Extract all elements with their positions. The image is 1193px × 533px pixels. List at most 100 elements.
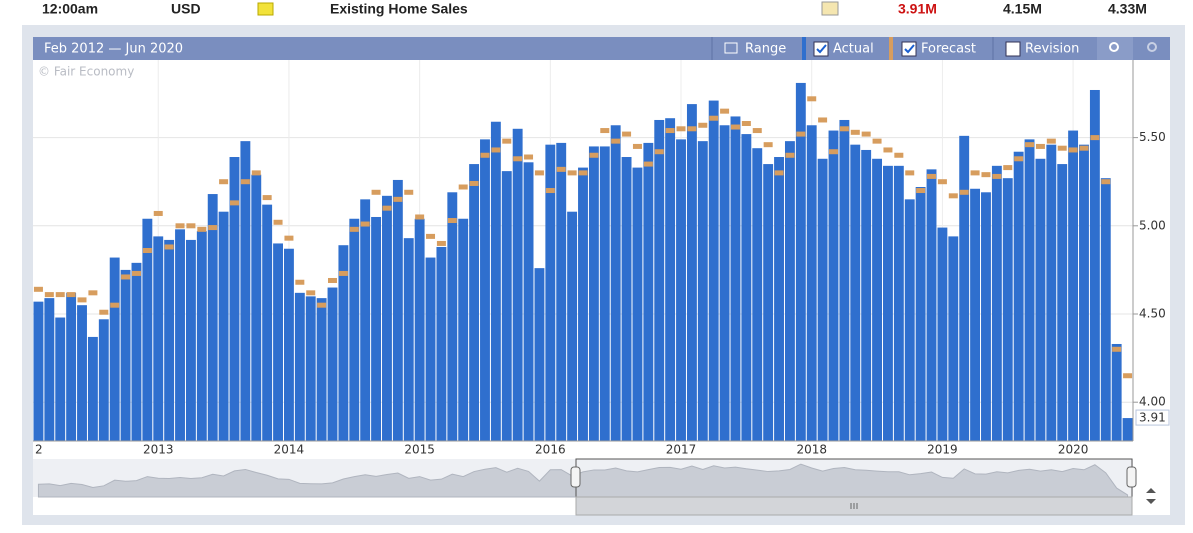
forecast-mark xyxy=(88,290,98,296)
bar xyxy=(893,165,904,442)
forecast-mark xyxy=(219,179,229,185)
bar xyxy=(109,257,120,441)
forecast-swatch xyxy=(889,37,893,60)
bar xyxy=(719,125,730,441)
x-tick-label: 2020 xyxy=(1058,443,1089,457)
bar xyxy=(1046,144,1057,441)
bar xyxy=(480,139,490,441)
forecast-checkbox[interactable] xyxy=(901,41,917,57)
bar xyxy=(534,268,545,441)
forecast-mark xyxy=(1068,147,1078,153)
forecast-mark xyxy=(229,200,239,206)
forecast-mark xyxy=(1123,373,1133,379)
forecast-mark xyxy=(131,270,141,276)
bar xyxy=(447,192,458,441)
revision-toggle[interactable]: Revision xyxy=(1025,42,1079,57)
y-tick-label: 4.00 xyxy=(1139,395,1166,409)
forecast-mark xyxy=(284,235,294,241)
bar xyxy=(66,292,77,441)
range-label: Feb 2012 — Jun 2020 xyxy=(44,42,183,57)
bar xyxy=(316,298,327,441)
bar xyxy=(501,171,512,441)
bar xyxy=(697,141,708,441)
forecast-mark xyxy=(1112,346,1122,352)
bar xyxy=(643,142,654,441)
bar xyxy=(599,146,610,442)
forecast-mark xyxy=(121,274,131,280)
check-mark xyxy=(816,44,827,54)
zoom-icon xyxy=(1109,42,1119,52)
nav-handle-left[interactable] xyxy=(570,466,581,488)
bar xyxy=(360,199,371,441)
forecast-mark xyxy=(469,180,479,186)
forecast-mark xyxy=(567,170,577,176)
bar xyxy=(403,238,414,441)
bar xyxy=(371,216,382,441)
forecast-mark xyxy=(371,189,381,195)
bar xyxy=(752,148,763,441)
forecast-mark xyxy=(709,115,719,121)
bar xyxy=(839,119,850,441)
bar xyxy=(131,262,142,441)
event-title[interactable]: Existing Home Sales xyxy=(330,1,468,17)
nav-handle-right[interactable] xyxy=(1126,466,1137,488)
forecast-mark xyxy=(77,297,87,303)
last-value-tag xyxy=(1135,409,1170,426)
zoom-out-icon[interactable] xyxy=(1147,42,1157,52)
forecast-mark xyxy=(524,154,534,160)
legend-forecast[interactable]: Forecast xyxy=(921,42,976,57)
bar xyxy=(512,128,523,441)
forecast-mark xyxy=(796,131,806,137)
actual-checkbox[interactable] xyxy=(813,41,829,57)
range-icon[interactable] xyxy=(724,42,738,54)
forecast-mark xyxy=(534,170,544,176)
forecast-mark xyxy=(752,128,762,134)
bar xyxy=(414,218,425,441)
x-tick-label: 2014 xyxy=(274,443,305,457)
forecast-mark xyxy=(426,233,436,239)
forecast-mark xyxy=(382,205,392,211)
watermark: © Fair Economy xyxy=(38,65,134,79)
forecast-mark xyxy=(436,240,446,246)
y-tick-label: 5.00 xyxy=(1139,218,1166,232)
range-button[interactable]: Range xyxy=(745,42,786,57)
forecast-mark xyxy=(317,302,327,308)
resize-arrows[interactable] xyxy=(1146,488,1156,504)
legend-actual[interactable]: Actual xyxy=(833,42,874,57)
forecast-mark xyxy=(480,152,490,158)
forecast-mark xyxy=(273,219,283,225)
forecast-mark xyxy=(894,152,904,158)
bar xyxy=(283,248,294,441)
bar xyxy=(795,82,806,442)
bar xyxy=(654,119,665,441)
forecast-mark xyxy=(883,147,893,153)
plot: 4.00 4.50 5.00 5.50 2013 2014 2015 2016 2017 2018… xyxy=(33,60,1170,457)
forecast-mark xyxy=(1090,135,1100,141)
forecast-mark xyxy=(720,108,730,114)
chart-header xyxy=(33,37,1170,60)
detail-icon[interactable] xyxy=(821,1,839,16)
forecast-mark xyxy=(741,121,751,126)
forecast-mark xyxy=(622,131,632,137)
bar xyxy=(1024,139,1035,441)
bar xyxy=(87,336,98,441)
forecast-mark xyxy=(1101,179,1111,185)
bar xyxy=(490,121,501,441)
bar xyxy=(1068,130,1079,442)
forecast-mark xyxy=(807,96,817,102)
zoom-in[interactable] xyxy=(1097,37,1133,60)
revision-checkbox[interactable] xyxy=(1005,41,1021,57)
forecast-mark xyxy=(44,292,54,298)
bar xyxy=(578,167,588,441)
forecast-mark xyxy=(142,248,152,253)
bar xyxy=(262,204,273,441)
forecast-mark xyxy=(578,170,588,176)
bar xyxy=(196,231,207,441)
forecast-mark xyxy=(1046,138,1056,144)
forecast-mark xyxy=(872,138,882,144)
forecast-mark xyxy=(393,196,403,202)
x-tick-label: 2013 xyxy=(143,443,174,457)
bar xyxy=(273,243,283,441)
forecast-mark xyxy=(937,179,947,185)
forecast-mark xyxy=(404,189,414,195)
